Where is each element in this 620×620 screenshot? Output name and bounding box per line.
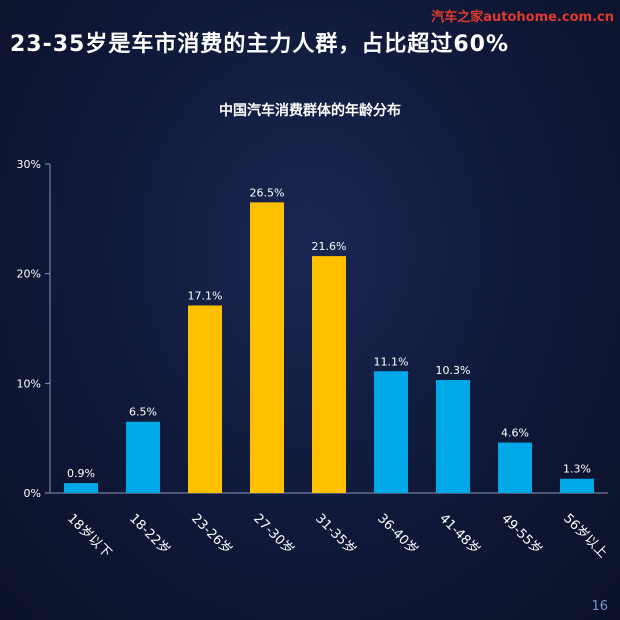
x-category-label: 41-48岁: [436, 511, 483, 558]
bar: [64, 483, 98, 493]
bar: [126, 421, 160, 493]
bar-value-label: 17.1%: [188, 289, 223, 302]
y-tick-label: 0%: [24, 487, 41, 500]
bar-value-label: 6.5%: [129, 406, 157, 419]
chart-title: 中国汽车消费群体的年龄分布: [219, 103, 401, 119]
autohome-watermark: 汽车之家autohome.com.cn: [431, 10, 614, 25]
bar: [498, 442, 532, 493]
x-category-label: 23-26岁: [188, 511, 235, 558]
bar: [374, 371, 408, 493]
bar-value-label: 1.3%: [563, 463, 591, 476]
page-number: 16: [591, 599, 608, 614]
x-category-label: 56岁以上: [560, 511, 610, 561]
bar: [436, 380, 470, 493]
bar: [250, 202, 284, 493]
x-category-label: 27-30岁: [250, 511, 297, 558]
y-tick-label: 10%: [17, 377, 41, 390]
bar: [560, 478, 594, 493]
y-tick-label: 20%: [17, 268, 41, 281]
bar-value-label: 10.3%: [436, 364, 471, 377]
slide-headline: 23-35岁是车市消费的主力人群，占比超过60%: [10, 32, 510, 57]
bar-value-label: 21.6%: [312, 240, 347, 253]
bar-value-label: 11.1%: [374, 355, 409, 368]
bar: [188, 305, 222, 493]
bar-value-label: 4.6%: [501, 427, 529, 440]
bar-value-label: 26.5%: [250, 186, 285, 199]
y-tick-label: 30%: [17, 158, 41, 171]
bar: [312, 256, 346, 493]
x-category-label: 49-55岁: [498, 511, 545, 558]
x-category-label: 36-40岁: [374, 511, 421, 558]
x-category-label: 31-35岁: [312, 511, 359, 558]
x-category-label: 18岁以下: [64, 511, 114, 561]
x-category-label: 18-22岁: [126, 511, 173, 558]
bar-value-label: 0.9%: [67, 467, 95, 480]
